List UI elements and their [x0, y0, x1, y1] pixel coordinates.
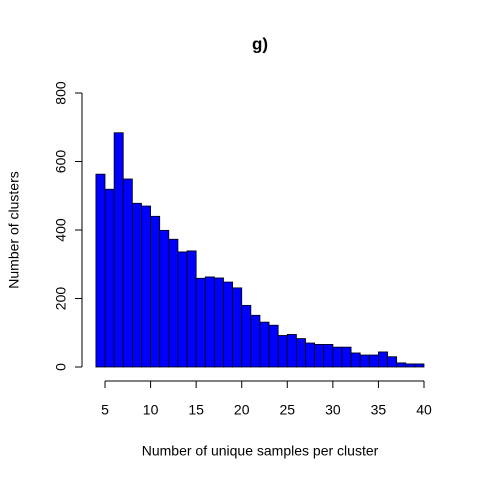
bar: [396, 362, 407, 368]
bar: [332, 346, 343, 368]
bar: [387, 356, 398, 368]
x-tick-label: 30: [325, 402, 341, 418]
bar: [232, 287, 243, 368]
bar: [241, 304, 252, 368]
bar: [350, 352, 361, 368]
bar: [122, 178, 133, 368]
y-axis-label: Number of clusters: [6, 171, 22, 288]
bar: [277, 335, 288, 368]
bar: [141, 205, 151, 368]
bar: [104, 188, 115, 368]
bar: [378, 351, 388, 368]
y-tick-label: 200: [53, 287, 69, 311]
x-tick-label: 5: [101, 402, 109, 418]
y-tick-label: 400: [53, 218, 69, 242]
bar: [223, 281, 234, 368]
bar: [159, 229, 170, 368]
bar: [268, 324, 279, 368]
bar: [323, 343, 334, 368]
bar: [405, 363, 416, 368]
bar: [95, 173, 106, 368]
x-tick-label: 40: [416, 402, 432, 418]
bar: [250, 314, 261, 368]
bar: [259, 321, 270, 368]
bar: [414, 363, 425, 368]
bar: [314, 343, 325, 368]
bar: [195, 277, 206, 368]
x-tick-label: 25: [280, 402, 296, 418]
y-tick-label: 800: [53, 81, 69, 105]
bar: [368, 354, 379, 368]
bar: [213, 277, 224, 368]
bar: [204, 276, 215, 368]
x-tick-label: 10: [143, 402, 159, 418]
bar: [177, 251, 188, 368]
bar: [305, 342, 316, 368]
x-tick-label: 15: [188, 402, 204, 418]
bar: [186, 250, 197, 368]
bar: [150, 215, 161, 368]
bar: [131, 202, 142, 368]
bar: [359, 354, 370, 368]
x-tick-label: 35: [371, 402, 387, 418]
bar: [296, 338, 306, 368]
bar: [286, 334, 297, 368]
y-tick-label: 600: [53, 150, 69, 174]
x-axis-label: Number of unique samples per cluster: [142, 443, 379, 459]
chart-title: g): [252, 34, 268, 53]
y-tick-label: 0: [53, 363, 69, 371]
bar: [113, 132, 124, 368]
x-tick-label: 20: [234, 402, 250, 418]
bar: [168, 238, 179, 368]
bar: [341, 346, 352, 368]
